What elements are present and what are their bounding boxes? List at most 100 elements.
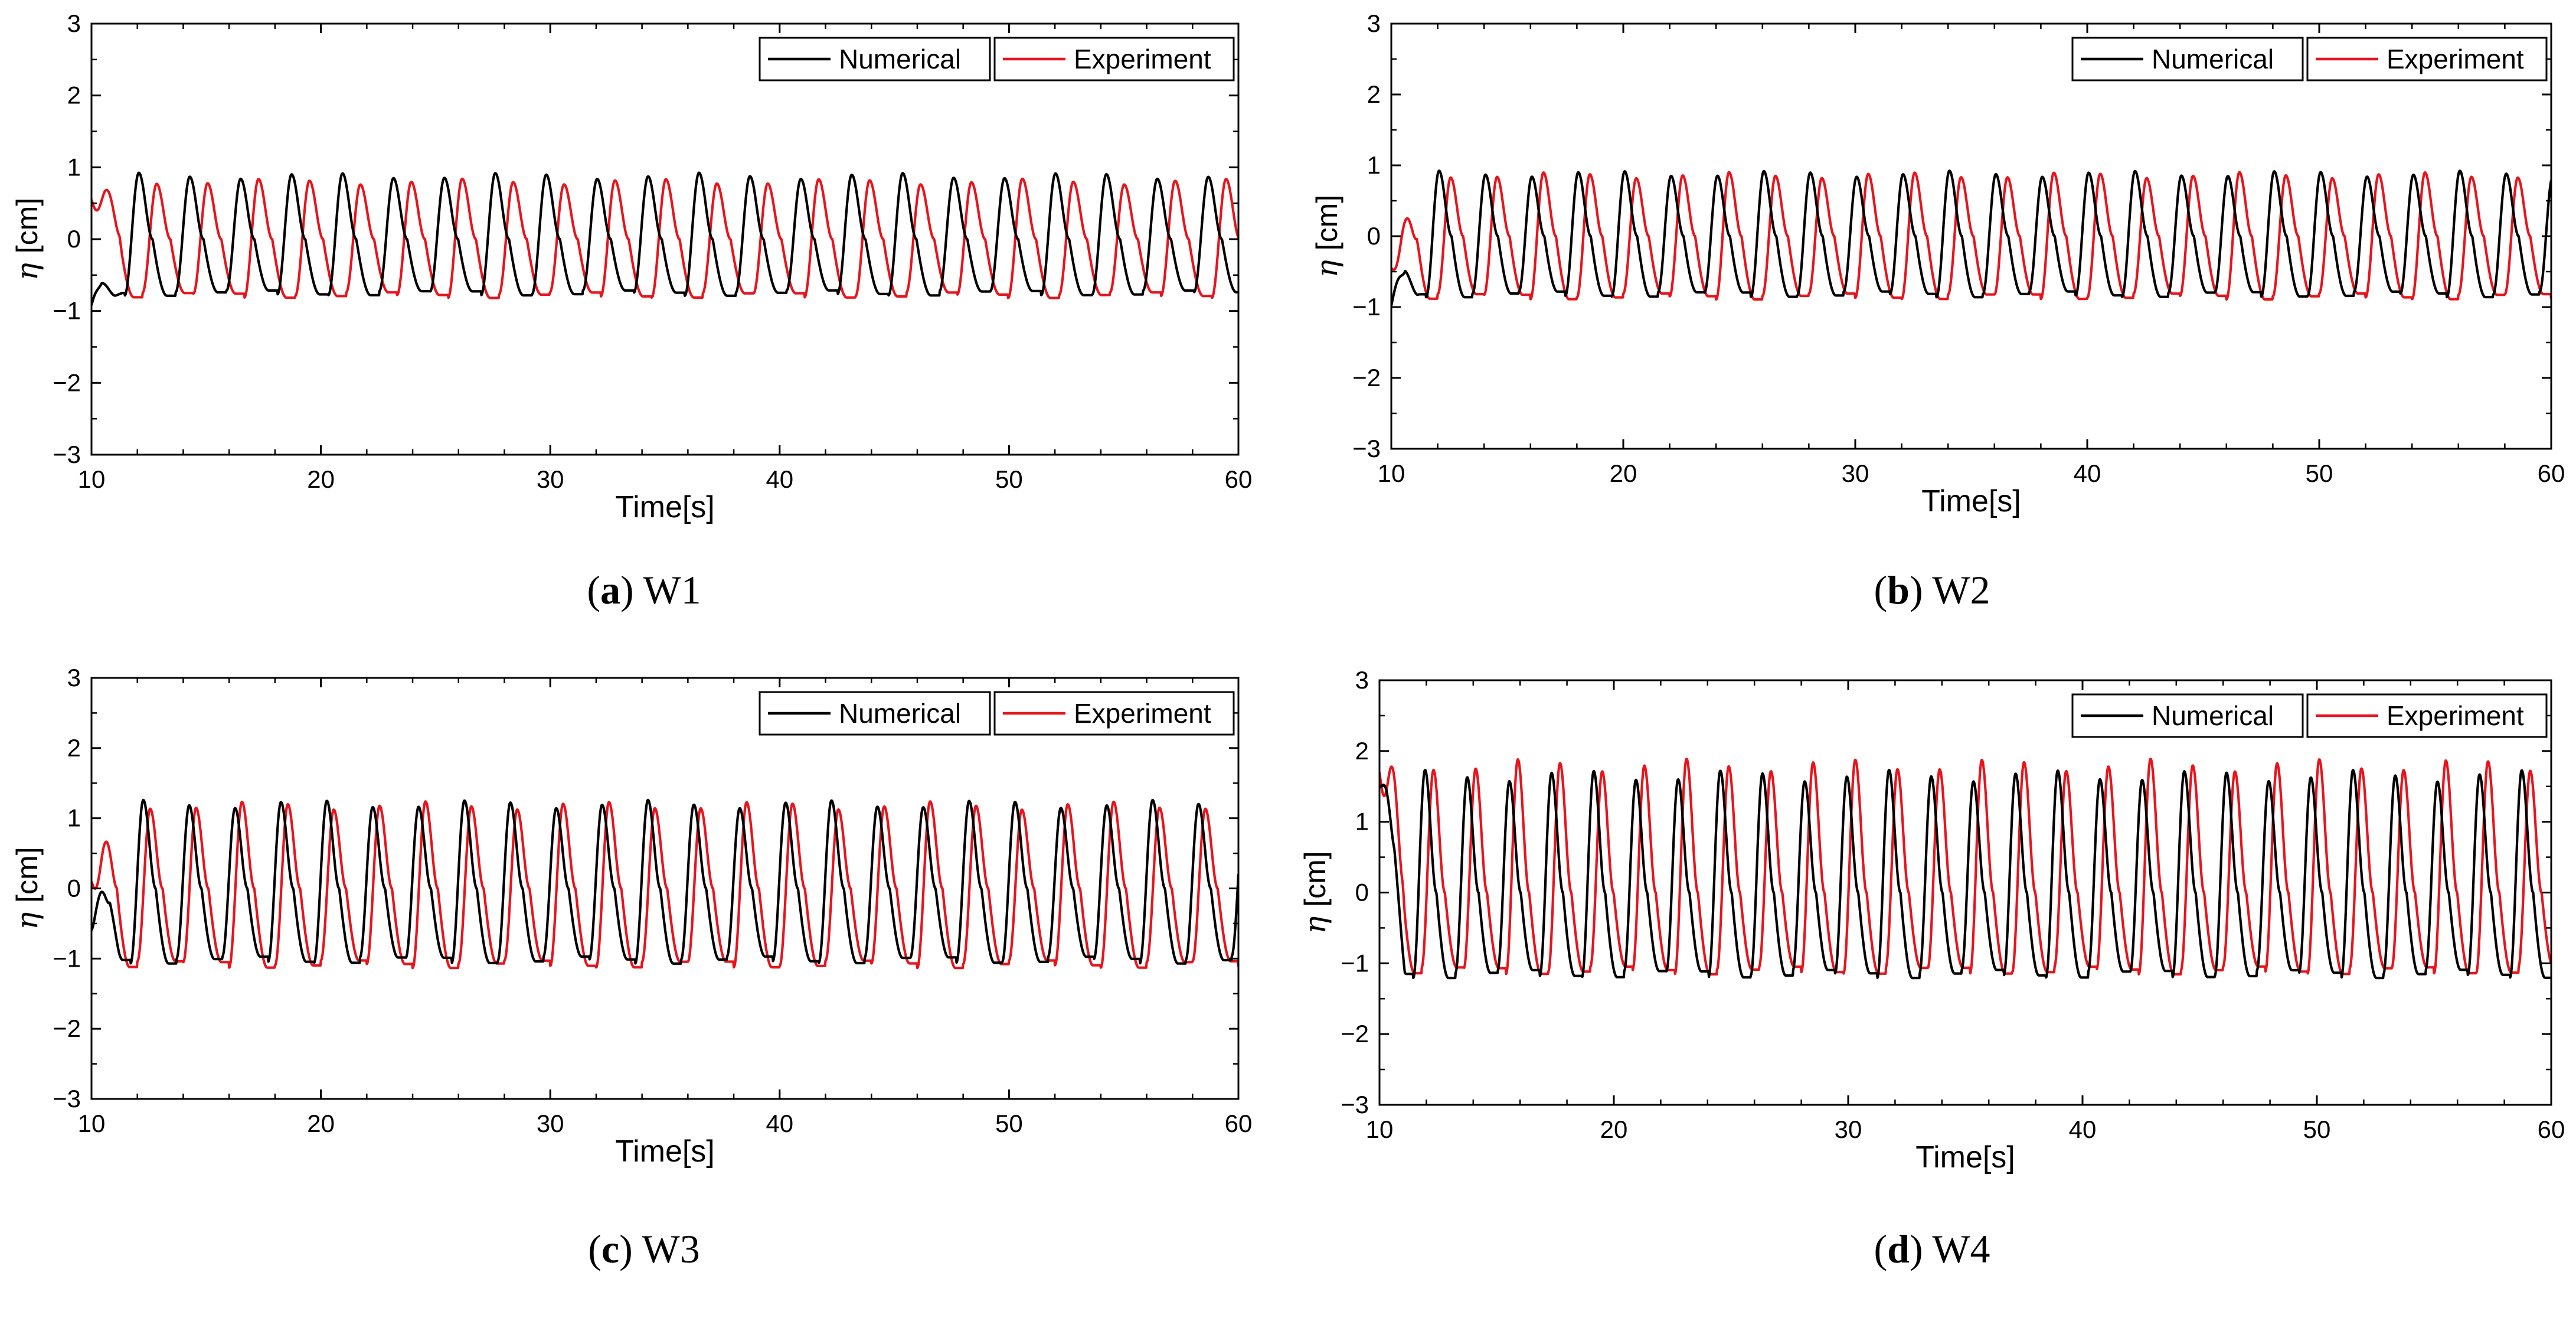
caption-letter: c xyxy=(601,1226,620,1271)
y-tick-label: 0 xyxy=(67,225,81,253)
chart-panel-d: 10 20 30 40 50 60 −3 −2 −1 0 1 2 3 Time[s] η [cm] Numer… xyxy=(1288,659,2576,1318)
series-line-experiment xyxy=(1379,758,2551,976)
y-tick-label: 3 xyxy=(67,9,81,37)
y-tick-label: 0 xyxy=(1367,222,1381,250)
caption-name: W1 xyxy=(643,567,701,612)
y-tick-label: 2 xyxy=(1355,737,1369,765)
y-axis-label: η [cm] xyxy=(1310,195,1344,278)
y-tick-label: −1 xyxy=(1352,293,1381,321)
y-axis-label: η [cm] xyxy=(10,198,44,280)
x-tick-label: 60 xyxy=(2538,459,2565,487)
series-line-numerical xyxy=(91,798,1238,965)
legend-label-experiment: Experiment xyxy=(1074,698,1211,729)
x-tick-label: 50 xyxy=(2306,459,2333,487)
chart-svg-d: 10 20 30 40 50 60 −3 −2 −1 0 1 2 3 Time[s] η [cm] Numer… xyxy=(1298,666,2565,1175)
plot-group: 10 20 30 40 50 60 −3 −2 −1 0 1 2 3 Time[s] η [cm] Numer… xyxy=(1310,9,2565,518)
x-tick-label: 60 xyxy=(2538,1115,2565,1143)
chart-panel-b: 10 20 30 40 50 60 −3 −2 −1 0 1 2 3 Time[s] η [cm] Numer… xyxy=(1288,0,2576,659)
x-tick-label: 30 xyxy=(1842,459,1869,487)
y-tick-label: 2 xyxy=(67,734,81,762)
y-axis-unit: [cm] xyxy=(11,847,44,902)
y-tick-label: 1 xyxy=(67,153,81,181)
y-axis-label: η [cm] xyxy=(10,847,44,929)
plot-frame xyxy=(90,677,1240,1100)
x-tick-label: 20 xyxy=(307,1110,335,1137)
y-tick-label: 0 xyxy=(67,875,81,902)
x-tick-label: 40 xyxy=(2074,459,2101,487)
x-axis-label: Time[s] xyxy=(615,1134,715,1169)
y-axis-label: η [cm] xyxy=(1298,851,1332,934)
y-tick-label: 1 xyxy=(67,804,81,832)
y-axis-symbol: η xyxy=(1310,250,1344,278)
x-tick-label: 10 xyxy=(78,465,106,493)
series-line-numerical xyxy=(1391,169,2551,306)
chart-panel-c: 10 20 30 40 50 60 −3 −2 −1 0 1 2 3 Time[s] η [cm] Numer… xyxy=(0,659,1288,1318)
y-tick-label: 0 xyxy=(1355,879,1369,906)
y-axis-unit: [cm] xyxy=(1299,851,1332,906)
y-tick-label: −2 xyxy=(1341,1020,1369,1048)
x-tick-label: 20 xyxy=(1600,1115,1628,1143)
x-tick-label: 20 xyxy=(1610,459,1637,487)
series-line-numerical xyxy=(1379,768,2551,980)
legend-label-numerical: Numerical xyxy=(839,44,961,74)
caption-b: (b) W2 xyxy=(1874,567,1990,612)
y-tick-label: 2 xyxy=(1367,80,1381,108)
caption-letter: b xyxy=(1887,567,1910,612)
legend-label-numerical: Numerical xyxy=(2152,44,2274,74)
y-tick-label: 2 xyxy=(67,81,81,109)
plot-frame xyxy=(1390,22,2552,450)
caption-c: (c) W3 xyxy=(588,1226,700,1271)
y-tick-label: 3 xyxy=(67,664,81,691)
x-tick-label: 60 xyxy=(1225,1110,1253,1137)
legend-label-experiment: Experiment xyxy=(2387,700,2524,731)
caption-a: (a) W1 xyxy=(587,567,701,612)
series-line-experiment xyxy=(1391,171,2551,301)
legend-label-numerical: Numerical xyxy=(2152,700,2274,731)
x-tick-label: 30 xyxy=(1835,1115,1862,1143)
series-line-numerical xyxy=(91,171,1238,306)
y-axis-symbol: η xyxy=(10,253,44,280)
y-tick-label: 3 xyxy=(1367,9,1381,37)
y-tick-label: −3 xyxy=(1341,1091,1369,1118)
caption-letter: a xyxy=(600,567,621,612)
y-axis-symbol: η xyxy=(10,903,44,930)
x-tick-label: 60 xyxy=(1225,465,1253,493)
caption-name: W4 xyxy=(1932,1226,1990,1271)
x-axis-label: Time[s] xyxy=(615,490,715,524)
y-tick-label: −2 xyxy=(53,368,81,396)
plot-group: 10 20 30 40 50 60 −3 −2 −1 0 1 2 3 Time[s] η [cm] Numer… xyxy=(10,664,1252,1169)
caption-name: W2 xyxy=(1932,567,1990,612)
x-tick-label: 40 xyxy=(766,1110,793,1137)
x-tick-label: 50 xyxy=(995,465,1023,493)
y-tick-label: −1 xyxy=(1341,949,1369,977)
caption-d: (d) W4 xyxy=(1874,1226,1990,1271)
y-tick-label: 1 xyxy=(1355,808,1369,836)
x-tick-label: 10 xyxy=(1378,459,1405,487)
plot-frame xyxy=(1378,679,2552,1106)
legend-box xyxy=(993,691,1235,736)
x-tick-label: 30 xyxy=(537,465,564,493)
plot-group: 10 20 30 40 50 60 −3 −2 −1 0 1 2 3 Time[s] η [cm] Numer… xyxy=(1298,666,2565,1175)
legend-label-experiment: Experiment xyxy=(1074,44,1211,74)
y-axis-symbol: η xyxy=(1298,907,1332,934)
y-axis-unit: [cm] xyxy=(11,198,44,253)
legend-label-numerical: Numerical xyxy=(839,698,961,729)
chart-svg-b: 10 20 30 40 50 60 −3 −2 −1 0 1 2 3 Time[s] η [cm] Numer… xyxy=(1310,9,2565,518)
y-tick-label: 1 xyxy=(1367,151,1381,179)
x-tick-label: 40 xyxy=(2069,1115,2097,1143)
x-tick-label: 10 xyxy=(78,1110,106,1137)
series-line-experiment xyxy=(91,800,1238,970)
x-axis-label: Time[s] xyxy=(1921,484,2021,518)
y-tick-label: −1 xyxy=(53,297,81,325)
y-tick-label: 3 xyxy=(1355,666,1369,694)
series-line-experiment xyxy=(91,177,1238,299)
y-tick-label: −1 xyxy=(53,944,81,972)
y-tick-label: −2 xyxy=(53,1014,81,1042)
y-tick-label: −3 xyxy=(53,1085,81,1113)
x-tick-label: 30 xyxy=(537,1110,564,1137)
x-axis-label: Time[s] xyxy=(1915,1140,2015,1175)
y-tick-label: −3 xyxy=(1352,435,1381,462)
chart-svg-c: 10 20 30 40 50 60 −3 −2 −1 0 1 2 3 Time[s] η [cm] Numer… xyxy=(10,664,1252,1169)
x-tick-label: 10 xyxy=(1366,1115,1394,1143)
x-tick-label: 40 xyxy=(766,465,793,493)
